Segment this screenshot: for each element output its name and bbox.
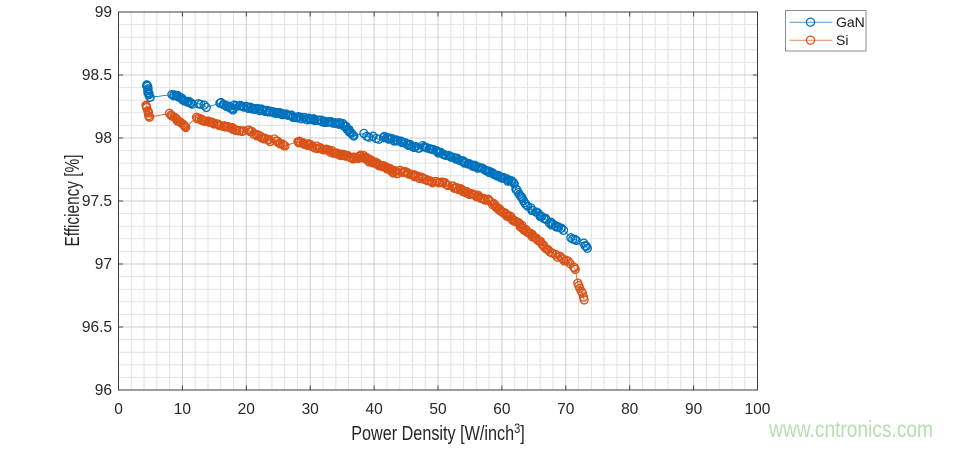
svg-text:80: 80 xyxy=(621,401,639,418)
svg-text:70: 70 xyxy=(557,401,575,418)
svg-text:100: 100 xyxy=(745,401,771,418)
svg-text:96.5: 96.5 xyxy=(82,319,112,336)
svg-text:50: 50 xyxy=(429,401,447,418)
svg-text:97: 97 xyxy=(95,256,112,273)
svg-text:97.5: 97.5 xyxy=(82,193,112,210)
svg-text:20: 20 xyxy=(238,401,256,418)
svg-text:40: 40 xyxy=(365,401,383,418)
svg-text:30: 30 xyxy=(302,401,320,418)
svg-text:www.cntronics.com: www.cntronics.com xyxy=(768,417,933,442)
svg-text:0: 0 xyxy=(114,401,123,418)
svg-text:GaN: GaN xyxy=(836,14,865,30)
svg-text:98.5: 98.5 xyxy=(82,67,112,84)
svg-text:Power Density [W/inch3]: Power Density [W/inch3] xyxy=(351,421,525,445)
svg-text:99: 99 xyxy=(95,4,112,21)
svg-text:Efficiency [%]: Efficiency [%] xyxy=(61,155,84,247)
svg-text:96: 96 xyxy=(95,382,112,399)
svg-text:10: 10 xyxy=(174,401,192,418)
svg-text:60: 60 xyxy=(493,401,511,418)
svg-text:90: 90 xyxy=(685,401,703,418)
svg-text:Si: Si xyxy=(836,32,848,48)
svg-text:98: 98 xyxy=(95,130,112,147)
